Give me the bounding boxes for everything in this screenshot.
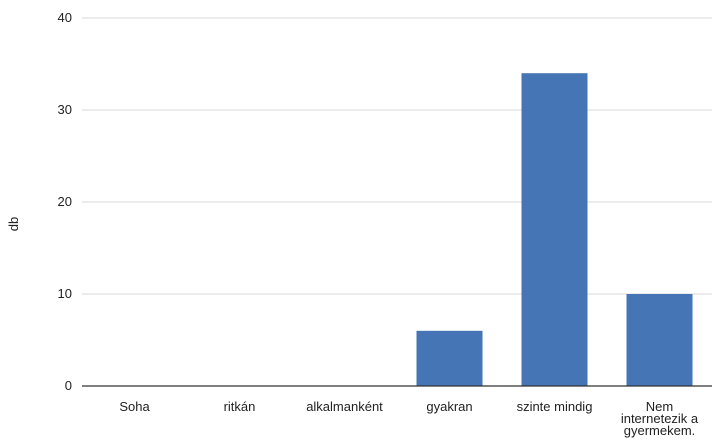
bar xyxy=(521,73,588,386)
x-category-label: gyakran xyxy=(426,399,472,414)
y-axis-ticks: 0 10 20 30 40 xyxy=(58,10,72,393)
y-tick-label: 40 xyxy=(58,10,72,25)
y-tick-label: 10 xyxy=(58,286,72,301)
x-axis-categories: Soha ritkán alkalmanként gyakran szinte mind… xyxy=(119,399,699,438)
y-tick-label: 30 xyxy=(58,102,72,117)
y-tick-label: 20 xyxy=(58,194,72,209)
bar xyxy=(416,330,483,386)
bars xyxy=(416,73,693,386)
x-category-label: ritkán xyxy=(224,399,256,414)
x-category-label: Nem internetezik a gyermekem. xyxy=(621,399,699,438)
bar xyxy=(626,294,693,386)
gridlines xyxy=(82,17,712,295)
y-tick-label: 0 xyxy=(65,378,72,393)
x-category-label: Soha xyxy=(119,399,150,414)
x-category-label: szinte mindig xyxy=(517,399,593,414)
y-axis-title: db xyxy=(6,217,21,231)
x-category-label: alkalmanként xyxy=(306,399,383,414)
